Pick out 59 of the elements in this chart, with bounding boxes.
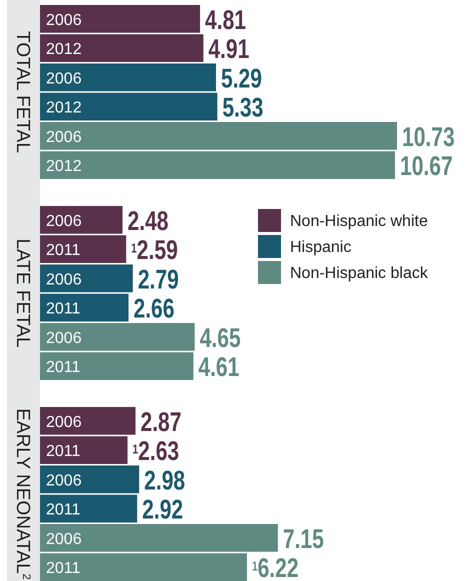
bar: [40, 466, 140, 494]
data-label: $^{1}$2.63: [132, 436, 180, 467]
bar: [40, 524, 278, 552]
bar: [40, 436, 128, 464]
bar: [40, 553, 247, 581]
legend-label: Hispanic: [290, 239, 352, 256]
y-tick-label: 2006: [46, 212, 82, 230]
bar: [40, 323, 195, 351]
y-tick-label: 2012: [46, 100, 82, 117]
data-label: $^{1}$6.22: [252, 554, 299, 581]
data-label: 2.92: [142, 495, 184, 526]
legend-label: Non-Hispanic black: [290, 265, 429, 282]
bar: [40, 92, 218, 120]
bar: [40, 352, 194, 380]
y-tick-label: 2012: [46, 41, 82, 58]
y-tick-label: 2006: [46, 12, 82, 29]
data-label: 4.81: [205, 5, 246, 36]
data-label: 5.29: [221, 64, 262, 94]
bar: [40, 151, 396, 179]
data-label: 7.15: [282, 524, 324, 555]
data-label: 2.66: [134, 294, 174, 324]
bar: [40, 122, 397, 150]
bar: [40, 64, 216, 92]
bar: [40, 206, 123, 234]
data-label: 2.79: [138, 264, 179, 296]
bar: [40, 235, 126, 263]
bar: [40, 5, 200, 33]
bar: [40, 264, 133, 292]
text: 2.87: [140, 407, 182, 438]
y-tick-label: 2006: [46, 414, 82, 431]
data-label: 10.67: [400, 152, 453, 182]
y-tick-label: 2006: [46, 530, 82, 548]
bar: [40, 494, 138, 522]
y-tick-label: 2011: [46, 242, 81, 260]
y-tick-label: 2011: [46, 443, 81, 460]
y-tick-label: 2006: [46, 472, 82, 490]
y-tick-label: 2011: [46, 359, 81, 376]
y-tick-label: 2011: [46, 560, 81, 578]
data-label: 4.61: [198, 352, 240, 383]
data-label: 5.33: [222, 93, 264, 124]
bar: [40, 34, 204, 62]
data-label: $^{1}$2.59: [131, 236, 178, 266]
y-tick-label: 2011: [46, 502, 81, 519]
y-tick-label: 2006: [46, 271, 82, 288]
y-tick-label: 2006: [46, 70, 82, 88]
y-tick-label: 2011: [46, 300, 81, 318]
y-axis-title: LATE FETAL: [12, 238, 33, 348]
y-tick-label: 2012: [46, 158, 82, 176]
data-label: 4.65: [200, 323, 241, 354]
bar: [40, 407, 136, 435]
bar: [40, 294, 128, 322]
data-label: 4.91: [208, 34, 250, 65]
y-axis-title: TOTAL FETAL: [12, 31, 33, 153]
data-label: 10.73: [402, 122, 455, 153]
y-tick-label: 2006: [46, 128, 82, 146]
y-tick-label: 2006: [46, 330, 82, 347]
data-label: 2.98: [144, 466, 186, 496]
legend-label: Non-Hispanic white: [290, 213, 428, 230]
text: 2.48: [128, 206, 168, 237]
